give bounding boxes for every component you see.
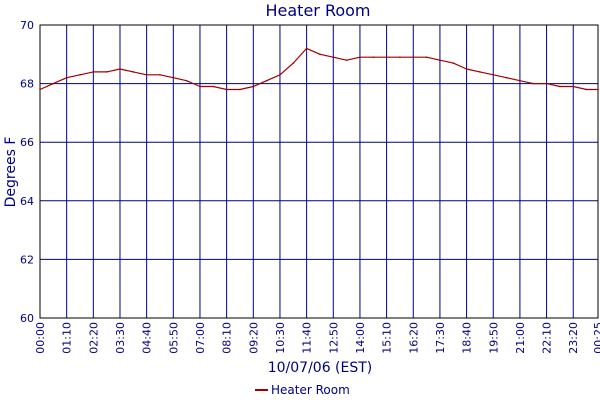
data-point (279, 74, 281, 76)
data-point (239, 88, 241, 91)
data-point (79, 74, 81, 76)
x-tick-label: 09:20 (247, 322, 260, 354)
data-point (479, 71, 481, 73)
x-tick-label: 00:00 (34, 322, 47, 354)
x-tick-label: 04:40 (141, 322, 154, 354)
legend: Heater Room (255, 383, 350, 397)
x-tick-label: 05:50 (167, 322, 180, 354)
y-axis-label: Degrees F (3, 137, 19, 208)
data-point (52, 82, 55, 85)
axis-ticks: 60 62 64 66 68 70 00:00 01:10 02:20 03:30 04:40 05:… (20, 19, 600, 354)
data-point (597, 88, 599, 91)
y-tick-label: 68 (20, 78, 34, 91)
data-point (212, 85, 215, 88)
data-point (39, 88, 41, 91)
x-tick-label: 11:40 (301, 322, 314, 354)
x-tick-label: 23:20 (567, 322, 580, 354)
x-tick-label: 00:25 (592, 322, 600, 354)
y-tick-label: 70 (20, 19, 34, 32)
x-tick-label: 12:50 (327, 322, 340, 354)
data-point (132, 71, 135, 73)
data-point (199, 85, 201, 88)
data-point (105, 71, 108, 73)
data-point (425, 56, 428, 58)
y-tick-label: 60 (20, 312, 34, 325)
data-point (505, 76, 508, 79)
chart-title: Heater Room (265, 1, 370, 20)
data-point (65, 76, 68, 79)
legend-label: Heater Room (271, 383, 350, 397)
x-tick-label: 08:10 (221, 322, 234, 354)
data-point (305, 47, 308, 50)
data-point (572, 85, 574, 88)
data-point (225, 88, 228, 91)
x-tick-label: 07:00 (194, 322, 207, 354)
y-tick-label: 66 (20, 136, 34, 149)
x-tick-label: 14:00 (354, 322, 367, 354)
data-point (92, 71, 95, 73)
y-tick-label: 64 (20, 195, 34, 208)
x-tick-label: 16:20 (407, 322, 420, 354)
x-tick-label: 21:00 (514, 322, 527, 354)
data-point (372, 56, 375, 58)
data-point (465, 68, 468, 70)
data-point (585, 88, 588, 91)
data-point (332, 56, 335, 58)
data-point (452, 62, 455, 64)
x-tick-label: 10:30 (274, 322, 287, 354)
data-point (559, 85, 561, 88)
data-point (345, 59, 348, 61)
x-tick-label: 02:20 (87, 322, 100, 354)
x-tick-label: 19:50 (487, 322, 500, 354)
data-point (159, 74, 161, 76)
x-axis-label: 10/07/06 (EST) (268, 360, 373, 376)
x-tick-label: 17:30 (434, 322, 447, 354)
data-point (119, 68, 121, 70)
x-tick-label: 22:10 (541, 322, 554, 354)
plot-area-border (39, 24, 599, 319)
data-point (252, 85, 255, 88)
data-point (359, 56, 361, 58)
data-point (145, 74, 148, 76)
data-point (319, 53, 321, 56)
data-point (412, 56, 415, 58)
data-point (519, 79, 521, 82)
data-point (545, 82, 548, 85)
data-point (399, 56, 401, 58)
data-point (439, 59, 441, 61)
data-point (292, 62, 295, 64)
data-point (185, 79, 188, 82)
data-point (492, 74, 495, 76)
x-tick-label: 03:30 (114, 322, 127, 354)
data-point (265, 79, 268, 82)
series-layer (39, 47, 599, 91)
y-tick-label: 62 (20, 253, 34, 266)
data-point (532, 82, 534, 85)
data-point (385, 56, 388, 58)
grid-lines (39, 24, 599, 319)
x-tick-label: 15:10 (381, 322, 394, 354)
x-tick-label: 18:40 (461, 322, 474, 354)
x-tick-label: 01:10 (61, 322, 74, 354)
data-point (172, 76, 175, 79)
